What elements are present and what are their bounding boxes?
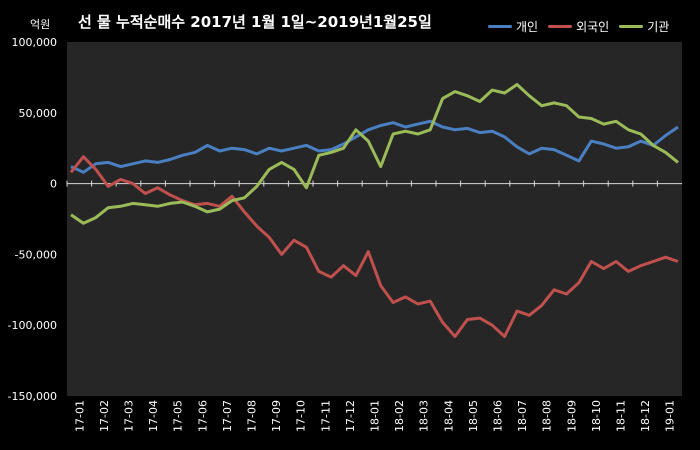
legend-label-individual: 개인	[516, 20, 539, 34]
y-tick-label: 100,000	[12, 36, 58, 49]
legend-swatch-foreign	[548, 25, 573, 28]
x-tick-label: 18-12	[639, 400, 652, 432]
x-tick-label: 19-01	[664, 400, 677, 432]
legend-item-foreign: 외국인	[548, 18, 609, 35]
y-tick-label: -100,000	[8, 319, 57, 332]
x-tick-label: 17-11	[319, 400, 332, 432]
legend-item-institution: 기관	[619, 18, 669, 35]
series-lines	[69, 83, 679, 338]
x-tick-label: 18-02	[393, 400, 406, 432]
x-tick-label: 18-09	[565, 400, 578, 432]
x-tick-label: 18-08	[541, 400, 554, 432]
x-tick-label: 18-07	[516, 400, 529, 432]
y-tick-label: -50,000	[15, 248, 57, 261]
plot-area	[67, 42, 682, 396]
x-tick-label: 17-02	[98, 400, 111, 432]
x-tick-label: 17-01	[73, 400, 86, 432]
x-tick-label: 18-05	[467, 400, 480, 432]
x-tick-label: 18-11	[615, 400, 628, 432]
series-line-2	[70, 83, 679, 225]
x-tick-label: 17-05	[172, 400, 185, 432]
chart-title: 선 물 누적순매수 2017년 1월 1일~2019년1월25일	[78, 13, 432, 31]
legend: 개인 외국인 기관	[488, 18, 669, 35]
legend-label-institution: 기관	[647, 20, 670, 34]
y-tick-label: 0	[50, 178, 57, 191]
x-tick-label: 17-12	[344, 400, 357, 432]
legend-label-foreign: 외국인	[576, 20, 610, 34]
x-tick-label: 18-01	[369, 400, 382, 432]
x-tick-label: 18-06	[492, 400, 505, 432]
x-axis: 17-01 17-02 17-03 17-04 17-05 17-06 17-07 17-08…	[66, 180, 677, 432]
unit-label: 억원	[30, 18, 51, 31]
x-tick-label: 17-06	[196, 400, 209, 432]
series-line-1	[69, 155, 679, 338]
x-tick-label: 17-04	[147, 400, 160, 432]
x-tick-label: 18-03	[418, 400, 431, 432]
series-line-0	[70, 119, 679, 174]
y-tick-label: 50,000	[19, 107, 58, 120]
y-tick-label: -150,000	[8, 390, 57, 403]
y-axis: 100,000 50,000 0 -50,000 -100,000 -150,000	[8, 36, 682, 403]
x-tick-label: 18-04	[442, 400, 455, 432]
x-tick-label: 17-07	[221, 400, 234, 432]
x-tick-label: 17-10	[295, 400, 308, 432]
x-tick-label: 17-09	[270, 400, 283, 432]
x-tick-label: 17-08	[246, 400, 259, 432]
legend-item-individual: 개인	[488, 18, 538, 35]
legend-swatch-individual	[488, 25, 512, 28]
legend-swatch-institution	[619, 25, 644, 28]
x-tick-label: 17-03	[123, 400, 136, 432]
x-tick-label: 18-10	[590, 400, 603, 432]
